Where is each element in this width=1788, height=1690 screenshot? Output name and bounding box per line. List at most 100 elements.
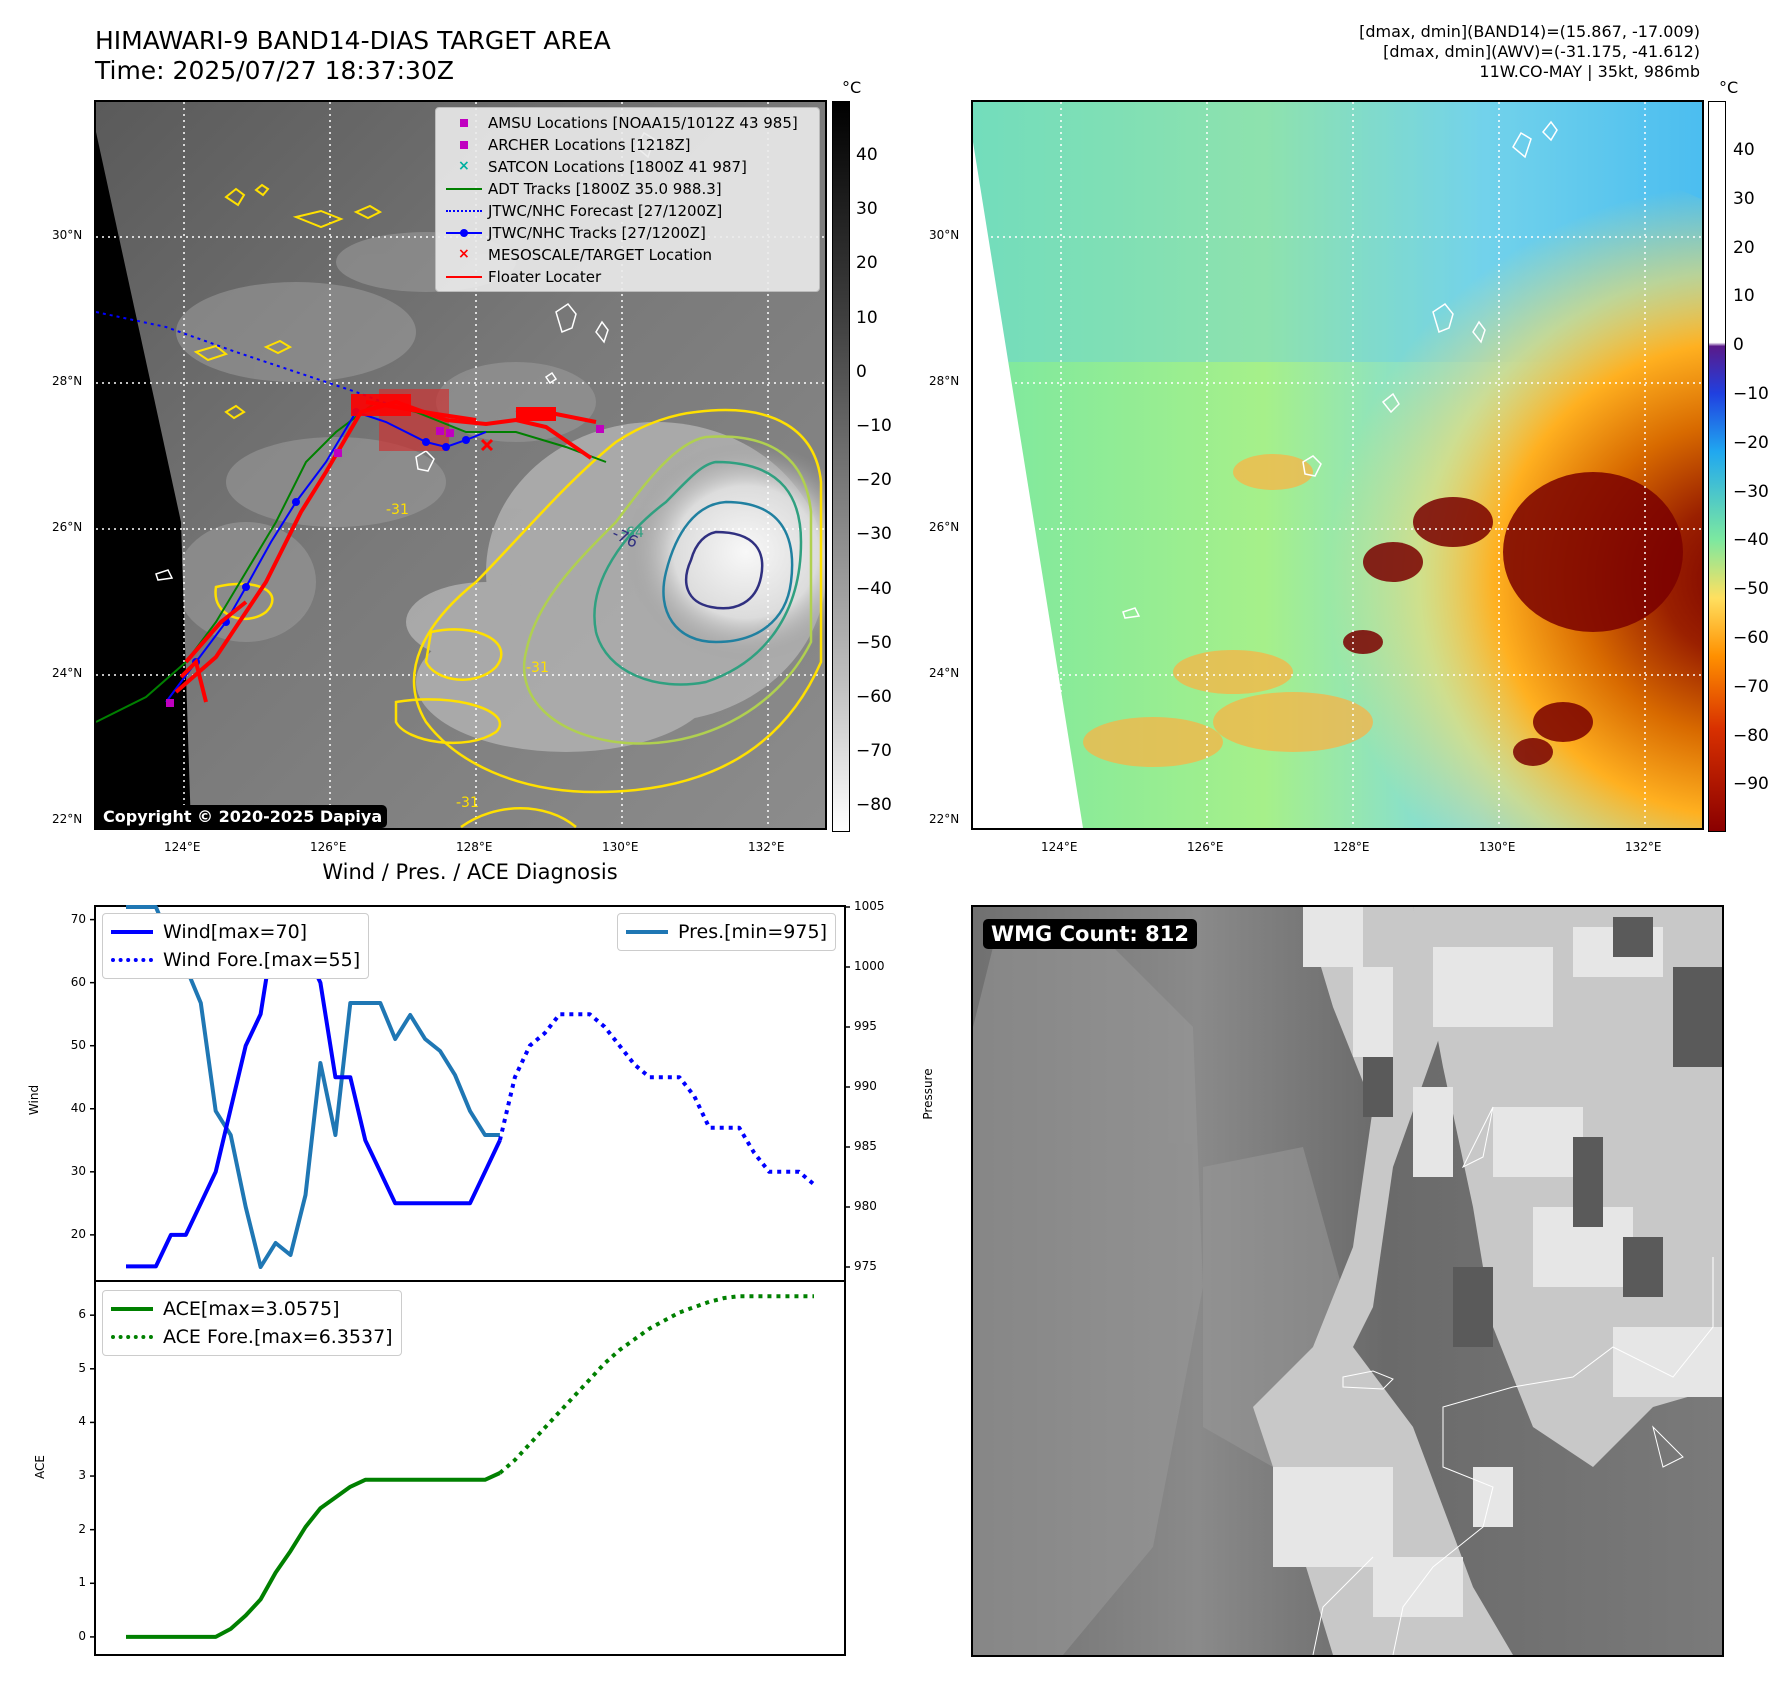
colorbar-tick-label: −80 [1733, 725, 1769, 746]
axis-tick-label: 1000 [854, 959, 885, 973]
colorbar-tick-label: 40 [856, 145, 878, 165]
lat-label: 30°N [929, 228, 960, 242]
axis-tick-label: 1 [78, 1575, 86, 1590]
wind-legend: Wind[max=70] Wind Fore.[max=55] [102, 913, 370, 979]
axis-tick-label: 4 [78, 1414, 86, 1429]
colorbar-tick-label: 10 [856, 307, 878, 328]
wmg-count-badge: WMG Count: 812 [983, 919, 1197, 949]
colorbar-unit: °C [842, 78, 862, 97]
wind-forecast-line [497, 1012, 816, 1186]
lat-label: 30°N [52, 228, 83, 242]
lon-label: 130°E [1479, 840, 1516, 854]
ace-axes [94, 1280, 846, 1656]
lon-label: 126°E [310, 840, 347, 854]
copyright-badge: Copyright © 2020-2025 Dapiya [98, 805, 388, 828]
lon-label: 130°E [602, 840, 639, 854]
legend-mesoscale: MESOSCALE/TARGET Location [488, 246, 713, 264]
band14-map: -64 -76 -31 -31 -31 AMSU Locations [NOAA… [94, 100, 827, 830]
lon-label: 124°E [1041, 840, 1078, 854]
info-band14-range: [dmax, dmin](BAND14)=(15.867, -17.009) [1359, 22, 1700, 41]
contour-label-64: -64 [621, 525, 644, 541]
ace-legend: ACE[max=3.0575] ACE Fore.[max=6.3537] [102, 1290, 402, 1356]
colorbar-tick-label: −60 [856, 687, 892, 707]
chart-title: HIMAWARI-9 BAND14-DIAS TARGET AREA [95, 26, 611, 55]
pressure-legend: Pres.[min=975] [617, 913, 836, 951]
legend-adt: ADT Tracks [1800Z 35.0 988.3] [488, 180, 722, 198]
colorbar-tick-label: 20 [856, 253, 878, 274]
colorbar-tick-label: 0 [1733, 335, 1744, 356]
diagnosis-chart [90, 905, 850, 1657]
legend-archer: ARCHER Locations [1218Z] [488, 136, 691, 154]
axis-tick-label: 40 [70, 1100, 86, 1115]
contour-label-31c: -31 [456, 795, 479, 811]
ace-forecast-line [498, 1294, 814, 1475]
legend-ace: ACE[max=3.0575] [163, 1298, 340, 1320]
lon-label: 128°E [456, 840, 493, 854]
colorbar-tick-label: 40 [1733, 140, 1755, 160]
axis-tick-label: 3 [78, 1468, 86, 1483]
colorbar-gray [832, 101, 850, 832]
colorbar-tick-label: −80 [856, 795, 892, 816]
colorbar-tick-label: −50 [1733, 579, 1769, 600]
axis-tick-label: 975 [854, 1259, 877, 1273]
colorbar-tick-label: 30 [856, 199, 878, 220]
colorbar-tick-label: 0 [856, 361, 867, 382]
axis-tick-label: 990 [854, 1079, 877, 1093]
axis-tick-label: 30 [70, 1163, 86, 1178]
colorbar-tick-label: −70 [1733, 676, 1769, 697]
diagnosis-title: Wind / Pres. / ACE Diagnosis [322, 860, 618, 884]
ace-ylabel: ACE [33, 1455, 47, 1479]
axis-tick-label: 995 [854, 1019, 877, 1033]
axis-tick-label: 2 [78, 1521, 86, 1536]
info-awv-range: [dmax, dmin](AWV)=(-31.175, -41.612) [1383, 42, 1700, 61]
colorbar-tick-label: −30 [1733, 481, 1769, 502]
lon-label: 128°E [1333, 840, 1370, 854]
map-legend: AMSU Locations [NOAA15/1012Z 43 985] ARC… [435, 107, 820, 292]
lat-label: 26°N [929, 520, 960, 534]
axis-tick-label: 20 [70, 1226, 86, 1241]
colorbar-unit-right: °C [1719, 78, 1739, 97]
axis-tick-label: 0 [78, 1628, 86, 1643]
legend-wind-fore: Wind Fore.[max=55] [163, 949, 361, 971]
legend-wind: Wind[max=70] [163, 921, 308, 943]
lat-label: 22°N [929, 812, 960, 826]
colorbar-tick-label: −10 [856, 416, 892, 436]
colorbar-tick-label: 10 [1733, 286, 1755, 307]
lon-label: 126°E [1187, 840, 1224, 854]
lat-label: 24°N [52, 666, 83, 680]
awv-map [971, 100, 1704, 830]
axis-tick-label: 60 [70, 974, 86, 989]
lat-label: 28°N [52, 374, 83, 388]
contour-label-31a: -31 [386, 502, 409, 518]
colorbar-tick-label: −50 [856, 632, 892, 653]
colorbar-tick-label: −70 [856, 741, 892, 762]
contour-label-31b: -31 [526, 660, 549, 676]
lat-label: 22°N [52, 812, 83, 826]
colorbar-tick-label: −10 [1733, 384, 1769, 404]
colorbar-tick-label: −60 [1733, 628, 1769, 648]
legend-ace-fore: ACE Fore.[max=6.3537] [163, 1326, 393, 1348]
axis-tick-label: 6 [78, 1307, 86, 1322]
colorbar-tick-label: 20 [1733, 237, 1755, 258]
legend-satcon: SATCON Locations [1800Z 41 987] [488, 158, 747, 176]
colorbar-tick-label: −30 [856, 524, 892, 545]
legend-pres: Pres.[min=975] [678, 921, 827, 943]
wmg-panel: WMG Count: 812 [971, 905, 1724, 1657]
legend-forecast: JTWC/NHC Forecast [27/1200Z] [488, 202, 723, 220]
info-storm-status: 11W.CO-MAY | 35kt, 986mb [1479, 62, 1700, 81]
axis-tick-label: 5 [78, 1360, 86, 1375]
legend-amsu: AMSU Locations [NOAA15/1012Z 43 985] [488, 114, 798, 132]
axis-tick-label: 70 [70, 911, 86, 926]
colorbar-tick-label: −90 [1733, 774, 1769, 795]
chart-time: Time: 2025/07/27 18:37:30Z [95, 56, 454, 85]
axis-tick-label: 1005 [854, 899, 885, 913]
colorbar-tick-label: −20 [1733, 432, 1769, 453]
legend-jtwc-tracks: JTWC/NHC Tracks [27/1200Z] [488, 224, 706, 242]
ace-line [126, 1471, 501, 1639]
colorbar-awv [1708, 101, 1726, 832]
legend-floater: Floater Locater [488, 268, 602, 286]
axis-tick-label: 980 [854, 1199, 877, 1213]
colorbar-tick-label: −40 [856, 578, 892, 599]
wind-ylabel: Wind [27, 1084, 41, 1116]
lat-label: 24°N [929, 666, 960, 680]
